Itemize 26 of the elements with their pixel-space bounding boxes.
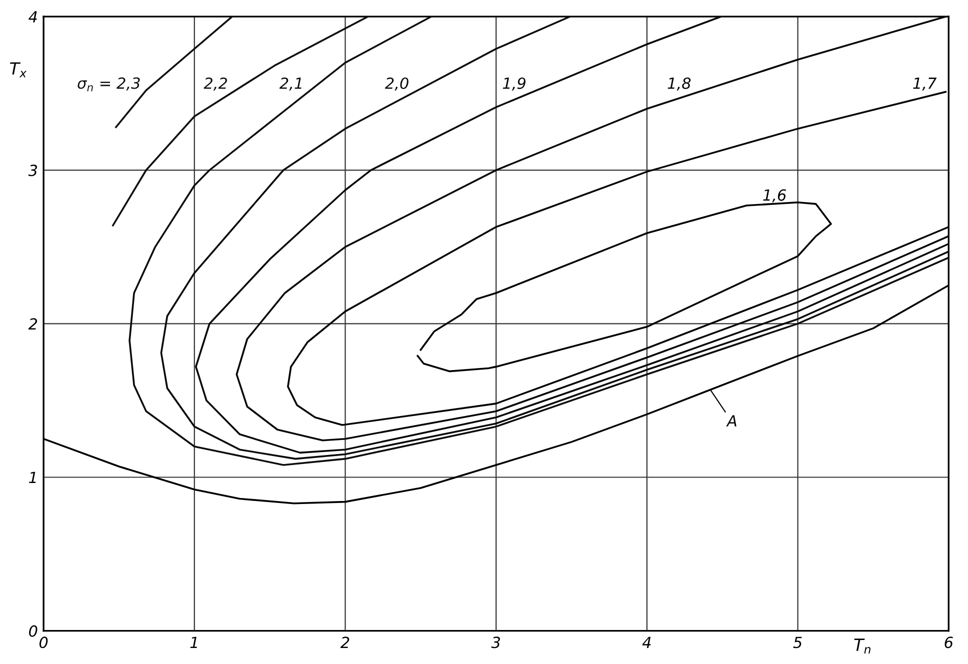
series-label: 1,9 xyxy=(502,77,526,91)
series-label: 1,7 xyxy=(913,78,937,91)
y-tick-label: 3 xyxy=(28,164,38,176)
y-tick-label: 0 xyxy=(29,625,38,637)
y-tick-label: 4 xyxy=(28,11,37,22)
series-label: 2,0 xyxy=(384,77,408,91)
y-tick-label: 1 xyxy=(29,472,36,484)
x-tick-label: 0 xyxy=(39,636,48,648)
series-label: 2,2 xyxy=(204,77,228,91)
x-tick-label: 5 xyxy=(793,636,802,648)
line-series xyxy=(112,16,369,226)
legend-label: A xyxy=(726,415,736,426)
y-axis-title: T$_{x}$ xyxy=(10,62,27,78)
series-label: 1,6 xyxy=(763,189,786,202)
line-series xyxy=(416,201,832,372)
x-tick-label: 6 xyxy=(944,636,953,648)
x-tick-label: 2 xyxy=(340,636,350,648)
series-label: 1,8 xyxy=(668,77,691,91)
line-series xyxy=(115,16,234,128)
x-tick-label: 3 xyxy=(491,636,500,648)
series-label: 2,1 xyxy=(279,77,302,91)
y-tick-label: 2 xyxy=(28,318,38,330)
x-axis-title: T$_{n}$ xyxy=(854,638,870,654)
x-tick-label: 1 xyxy=(190,636,197,648)
x-tick-label: 4 xyxy=(642,636,651,648)
series-label: σ$_{n}$ = 2,3 xyxy=(78,77,140,92)
